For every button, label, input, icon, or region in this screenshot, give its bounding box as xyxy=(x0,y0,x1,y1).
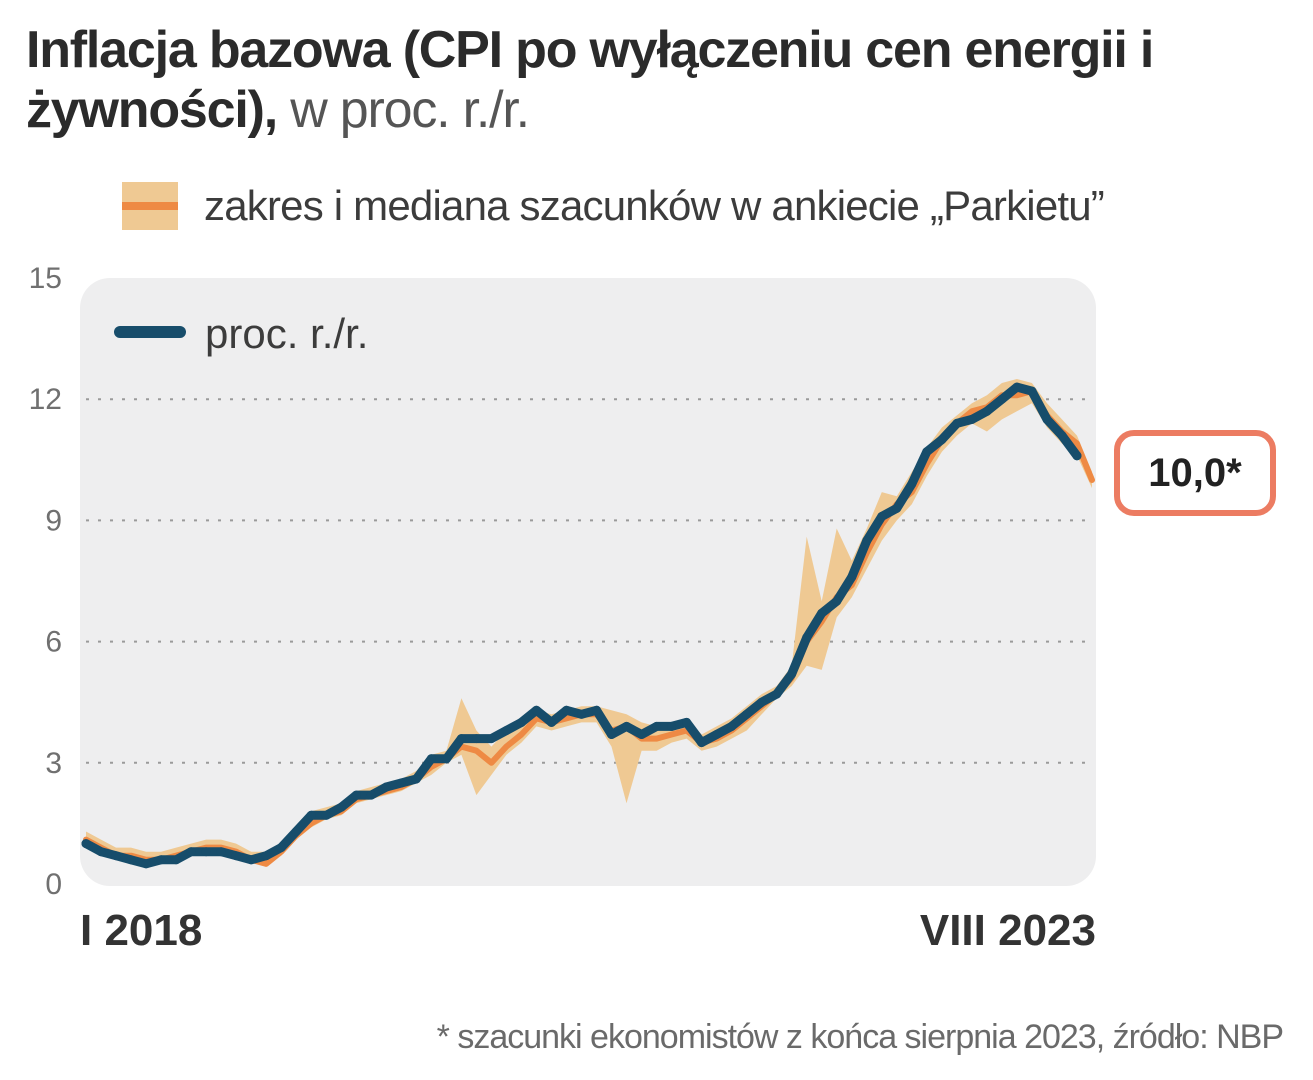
data-point-55 xyxy=(907,479,917,489)
band-legend-label: zakres i mediana szacunków w ankiecie „P… xyxy=(204,182,1105,229)
data-point-11 xyxy=(246,855,256,865)
data-point-53 xyxy=(877,511,887,521)
data-point-64 xyxy=(1042,414,1052,424)
data-point-38 xyxy=(652,721,662,731)
data-point-23 xyxy=(426,754,436,764)
data-point-56 xyxy=(922,447,932,457)
data-point-31 xyxy=(547,717,556,727)
data-point-59 xyxy=(967,414,977,424)
data-point-41 xyxy=(697,738,707,748)
y-tick-label-6: 6 xyxy=(45,626,62,659)
y-tick-label-3: 3 xyxy=(45,747,62,780)
y-axis-ticks: 0 3 6 9 12 15 xyxy=(29,262,62,901)
y-tick-label-9: 9 xyxy=(45,504,62,537)
data-point-1 xyxy=(96,847,106,857)
data-point-63 xyxy=(1027,386,1037,396)
data-point-48 xyxy=(802,633,812,643)
footnote: * szacunki ekonomistów z końca sierpnia … xyxy=(436,1018,1284,1056)
forecast-callout-value: 10,0* xyxy=(1148,450,1242,495)
data-point-9 xyxy=(216,847,226,857)
data-point-29 xyxy=(516,717,526,727)
y-tick-label-15: 15 xyxy=(29,262,62,295)
data-point-22 xyxy=(411,774,421,784)
data-point-39 xyxy=(667,721,677,731)
chart-title-unit: w proc. r./r. xyxy=(276,81,530,139)
data-point-13 xyxy=(276,843,286,853)
band-legend-swatch-icon xyxy=(122,182,178,230)
data-point-4 xyxy=(141,859,151,869)
data-point-54 xyxy=(892,503,902,513)
data-point-40 xyxy=(682,717,692,727)
data-point-6 xyxy=(171,855,181,865)
line-legend-label: proc. r./r. xyxy=(205,310,368,357)
data-point-7 xyxy=(186,847,196,857)
x-label-start: I 2018 xyxy=(80,906,202,955)
data-point-5 xyxy=(156,855,166,865)
data-point-16 xyxy=(321,810,331,820)
data-point-3 xyxy=(126,855,136,865)
data-point-21 xyxy=(396,778,406,788)
data-point-49 xyxy=(817,608,827,618)
data-point-44 xyxy=(742,709,752,719)
data-point-47 xyxy=(787,669,797,679)
data-point-2 xyxy=(111,851,121,861)
data-point-35 xyxy=(607,730,616,739)
data-point-57 xyxy=(937,435,947,445)
data-point-42 xyxy=(712,730,722,739)
line-legend: proc. r./r. xyxy=(114,310,368,357)
data-point-36 xyxy=(622,721,631,731)
data-point-24 xyxy=(441,754,451,764)
data-point-46 xyxy=(772,689,782,699)
data-point-51 xyxy=(847,572,857,582)
data-point-37 xyxy=(637,730,647,739)
y-tick-label-12: 12 xyxy=(29,383,62,416)
data-point-52 xyxy=(862,536,872,546)
data-point-27 xyxy=(486,734,496,744)
core-inflation-points xyxy=(81,382,1082,869)
data-point-12 xyxy=(261,851,271,861)
data-point-28 xyxy=(501,726,511,735)
data-point-17 xyxy=(336,802,346,812)
data-point-10 xyxy=(231,851,241,861)
data-point-32 xyxy=(562,705,571,715)
data-point-66 xyxy=(1072,451,1082,461)
band-legend: zakres i mediana szacunków w ankiecie „P… xyxy=(122,176,1105,236)
data-point-45 xyxy=(757,697,767,707)
data-point-14 xyxy=(291,827,301,836)
y-tick-label-0: 0 xyxy=(45,868,62,901)
data-point-62 xyxy=(1012,382,1022,392)
x-label-end: VIII 2023 xyxy=(920,906,1096,955)
data-point-33 xyxy=(577,709,586,719)
data-point-15 xyxy=(306,810,316,820)
data-point-43 xyxy=(727,721,737,731)
data-point-0 xyxy=(81,839,91,849)
data-point-30 xyxy=(531,705,541,715)
data-point-34 xyxy=(592,705,601,715)
data-point-19 xyxy=(366,790,376,800)
data-point-26 xyxy=(471,734,481,744)
data-point-25 xyxy=(456,734,466,744)
data-point-18 xyxy=(351,790,361,800)
plot-background xyxy=(80,278,1096,886)
data-point-20 xyxy=(381,782,391,792)
forecast-callout: 10,0* xyxy=(1114,430,1276,516)
data-point-58 xyxy=(952,418,962,428)
data-point-61 xyxy=(997,394,1007,404)
estimate-range-band xyxy=(86,379,1092,864)
chart-title: Inflacja bazowa (CPI po wyłączeniu cen e… xyxy=(26,20,1286,140)
data-point-65 xyxy=(1057,431,1067,441)
data-point-8 xyxy=(201,847,211,857)
data-point-60 xyxy=(982,406,992,416)
data-point-50 xyxy=(832,596,842,606)
chart-title-main: Inflacja bazowa (CPI po wyłączeniu cen e… xyxy=(26,21,1154,139)
